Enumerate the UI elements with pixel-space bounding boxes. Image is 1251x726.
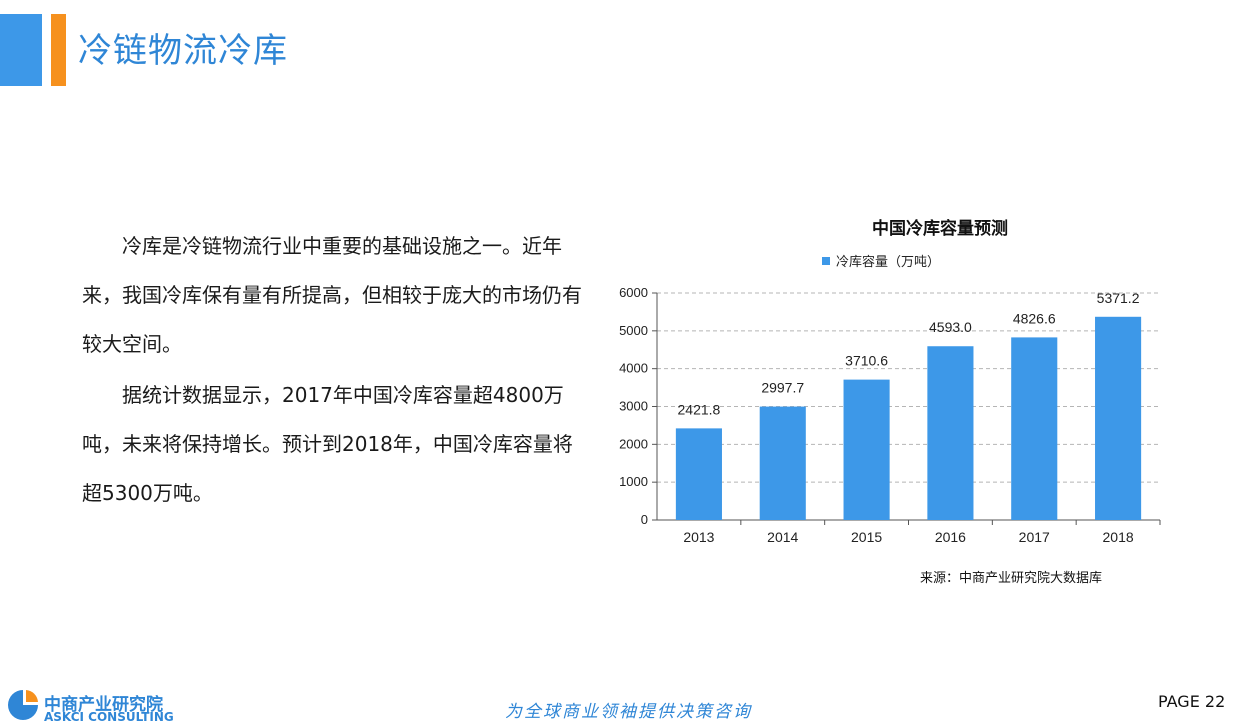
logo-mark-icon (8, 690, 38, 720)
body-text: 冷库是冷链物流行业中重要的基础设施之一。近年来，我国冷库保有量有所提高，但相较于… (82, 222, 582, 520)
source-note: 来源：中商产业研究院大数据库 (920, 571, 1103, 586)
y-tick-label: 0 (641, 512, 648, 527)
y-tick-label: 3000 (619, 399, 648, 414)
bar (759, 406, 806, 520)
bar-chart: 0 1000 2000 3000 4000 5000 6000 2421.8 2013 2997.… (619, 285, 1161, 545)
header-accent-orange (51, 14, 66, 86)
page-number: PAGE 22 (1158, 692, 1226, 711)
bar (1095, 316, 1142, 520)
data-label: 2997.7 (761, 380, 804, 396)
bar (927, 346, 974, 520)
bar (1011, 337, 1058, 520)
page-title: 冷链物流冷库 (78, 31, 288, 71)
logo-text-en: ASKCI CONSULTING (44, 710, 174, 724)
y-tick-label: 5000 (619, 323, 648, 338)
paragraph-2: 据统计数据显示，2017年中国冷库容量超4800万吨，未来将保持增长。预计到20… (82, 383, 573, 505)
data-label: 3710.6 (845, 353, 888, 369)
data-label: 4593.0 (929, 319, 972, 335)
bar (843, 379, 890, 520)
paragraph-1: 冷库是冷链物流行业中重要的基础设施之一。近年来，我国冷库保有量有所提高，但相较于… (82, 234, 582, 356)
footer-slogan: 为全球商业领袖提供决策咨询 (505, 702, 752, 722)
data-label: 2421.8 (678, 401, 721, 417)
header-accent-blue (0, 14, 42, 86)
logo-text-cn: 中商产业研究院 (44, 695, 163, 715)
legend-label: 冷库容量（万吨） (836, 255, 941, 270)
y-tick-label: 4000 (619, 361, 648, 376)
y-tick-label: 2000 (619, 436, 648, 451)
bar (675, 428, 722, 520)
x-tick-label: 2017 (1019, 529, 1050, 545)
data-label: 4826.6 (1013, 310, 1056, 326)
data-label: 5371.2 (1097, 290, 1140, 306)
company-logo: 中商产业研究院 ASKCI CONSULTING (6, 688, 174, 726)
x-tick-label: 2015 (851, 529, 882, 545)
legend-swatch (822, 256, 830, 265)
chart-legend: 冷库容量（万吨） (822, 251, 940, 270)
x-tick-label: 2013 (683, 529, 714, 545)
y-tick-label: 6000 (619, 285, 648, 300)
y-tick-label: 1000 (619, 474, 648, 489)
x-tick-label: 2018 (1103, 529, 1134, 545)
x-tick-label: 2016 (935, 529, 966, 545)
chart-title: 中国冷库容量预测 (872, 219, 1008, 239)
x-tick-label: 2014 (767, 529, 798, 545)
